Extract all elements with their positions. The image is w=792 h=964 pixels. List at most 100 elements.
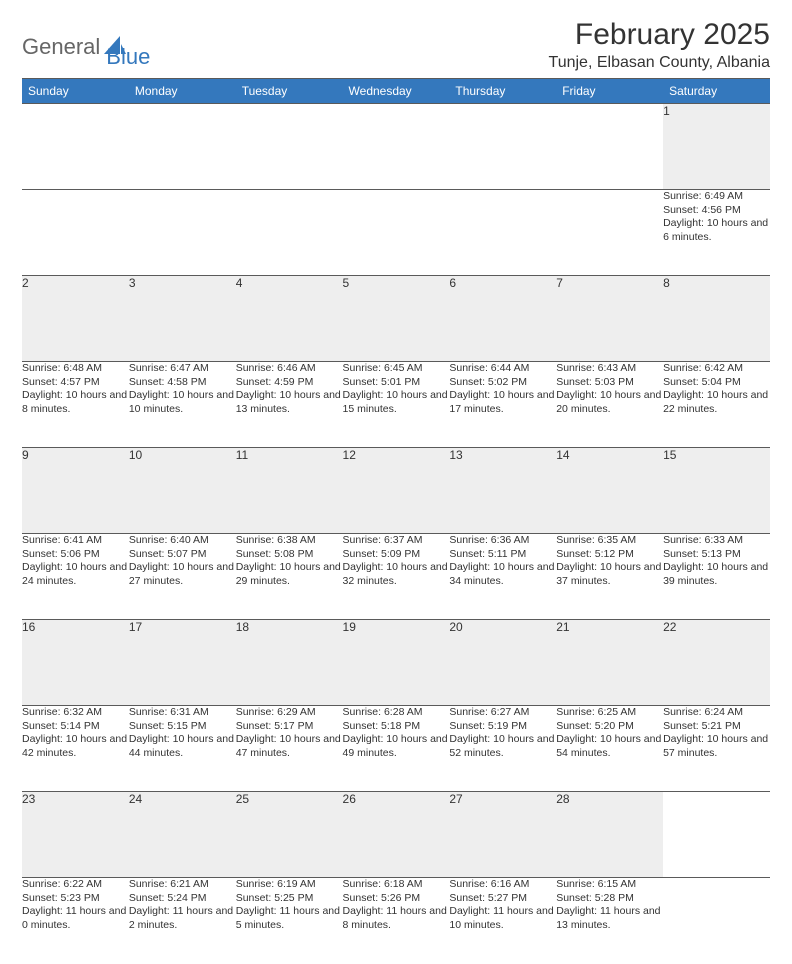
day-content-cell: Sunrise: 6:21 AMSunset: 5:24 PMDaylight:… [129,878,236,964]
day-number-cell: 14 [556,448,663,534]
sunrise-text: Sunrise: 6:31 AM [129,706,236,720]
day-content-cell [449,190,556,276]
day-number-cell: 9 [22,448,129,534]
week-content-row: Sunrise: 6:32 AMSunset: 5:14 PMDaylight:… [22,706,770,792]
day-number-cell: 5 [343,276,450,362]
day-number-cell: 20 [449,620,556,706]
day-number-cell: 26 [343,792,450,878]
daylight-text: Daylight: 10 hours and 54 minutes. [556,733,663,760]
day-content-cell [343,190,450,276]
daylight-text: Daylight: 10 hours and 27 minutes. [129,561,236,588]
week-number-row: 2345678 [22,276,770,362]
week-number-row: 232425262728 [22,792,770,878]
day-content-cell: Sunrise: 6:45 AMSunset: 5:01 PMDaylight:… [343,362,450,448]
day-number-cell: 28 [556,792,663,878]
day-number-cell: 18 [236,620,343,706]
day-number-cell [556,104,663,190]
day-number-cell: 27 [449,792,556,878]
daylight-text: Daylight: 10 hours and 8 minutes. [22,389,129,416]
daylight-text: Daylight: 11 hours and 5 minutes. [236,905,343,932]
daylight-text: Daylight: 11 hours and 10 minutes. [449,905,556,932]
daylight-text: Daylight: 11 hours and 8 minutes. [343,905,450,932]
sunrise-text: Sunrise: 6:25 AM [556,706,663,720]
sunset-text: Sunset: 5:02 PM [449,376,556,390]
day-number-cell: 1 [663,104,770,190]
sunset-text: Sunset: 5:19 PM [449,720,556,734]
day-number-cell: 2 [22,276,129,362]
sunrise-text: Sunrise: 6:48 AM [22,362,129,376]
sunset-text: Sunset: 4:56 PM [663,204,770,218]
day-content-cell: Sunrise: 6:32 AMSunset: 5:14 PMDaylight:… [22,706,129,792]
day-number-cell: 23 [22,792,129,878]
sunset-text: Sunset: 5:07 PM [129,548,236,562]
day-number-cell [663,792,770,878]
day-content-cell: Sunrise: 6:16 AMSunset: 5:27 PMDaylight:… [449,878,556,964]
sunrise-text: Sunrise: 6:47 AM [129,362,236,376]
daylight-text: Daylight: 10 hours and 22 minutes. [663,389,770,416]
day-number-cell: 24 [129,792,236,878]
day-number-cell: 15 [663,448,770,534]
day-number-cell: 10 [129,448,236,534]
day-content-cell: Sunrise: 6:19 AMSunset: 5:25 PMDaylight:… [236,878,343,964]
sunrise-text: Sunrise: 6:27 AM [449,706,556,720]
daylight-text: Daylight: 10 hours and 37 minutes. [556,561,663,588]
day-number-cell [236,104,343,190]
header: General Blue February 2025 Tunje, Elbasa… [22,18,770,72]
day-number-cell: 17 [129,620,236,706]
sunset-text: Sunset: 5:24 PM [129,892,236,906]
weekday-header: Saturday [663,79,770,104]
day-content-cell: Sunrise: 6:38 AMSunset: 5:08 PMDaylight:… [236,534,343,620]
daylight-text: Daylight: 11 hours and 13 minutes. [556,905,663,932]
sunrise-text: Sunrise: 6:19 AM [236,878,343,892]
sunset-text: Sunset: 5:04 PM [663,376,770,390]
sunset-text: Sunset: 5:14 PM [22,720,129,734]
day-content-cell: Sunrise: 6:31 AMSunset: 5:15 PMDaylight:… [129,706,236,792]
sunrise-text: Sunrise: 6:41 AM [22,534,129,548]
day-number-cell: 4 [236,276,343,362]
weekday-header: Friday [556,79,663,104]
day-number-cell: 12 [343,448,450,534]
day-content-cell [129,190,236,276]
day-content-cell: Sunrise: 6:29 AMSunset: 5:17 PMDaylight:… [236,706,343,792]
weekday-header: Thursday [449,79,556,104]
calendar-body: 1 Sunrise: 6:49 AMSunset: 4:56 PMDayligh… [22,104,770,964]
weekday-header: Monday [129,79,236,104]
week-content-row: Sunrise: 6:49 AMSunset: 4:56 PMDaylight:… [22,190,770,276]
daylight-text: Daylight: 10 hours and 34 minutes. [449,561,556,588]
daylight-text: Daylight: 10 hours and 24 minutes. [22,561,129,588]
day-number-cell: 7 [556,276,663,362]
day-number-cell: 16 [22,620,129,706]
sunrise-text: Sunrise: 6:46 AM [236,362,343,376]
sunrise-text: Sunrise: 6:35 AM [556,534,663,548]
sunrise-text: Sunrise: 6:45 AM [343,362,450,376]
day-content-cell: Sunrise: 6:33 AMSunset: 5:13 PMDaylight:… [663,534,770,620]
daylight-text: Daylight: 10 hours and 44 minutes. [129,733,236,760]
week-number-row: 16171819202122 [22,620,770,706]
logo-text-general: General [22,34,100,60]
day-number-cell: 22 [663,620,770,706]
day-content-cell: Sunrise: 6:35 AMSunset: 5:12 PMDaylight:… [556,534,663,620]
daylight-text: Daylight: 11 hours and 2 minutes. [129,905,236,932]
sunset-text: Sunset: 5:28 PM [556,892,663,906]
sunset-text: Sunset: 5:06 PM [22,548,129,562]
sunset-text: Sunset: 5:18 PM [343,720,450,734]
logo: General Blue [22,18,150,70]
day-content-cell [236,190,343,276]
day-content-cell: Sunrise: 6:42 AMSunset: 5:04 PMDaylight:… [663,362,770,448]
day-content-cell: Sunrise: 6:41 AMSunset: 5:06 PMDaylight:… [22,534,129,620]
calendar-table: SundayMondayTuesdayWednesdayThursdayFrid… [22,79,770,964]
daylight-text: Daylight: 10 hours and 32 minutes. [343,561,450,588]
day-content-cell: Sunrise: 6:48 AMSunset: 4:57 PMDaylight:… [22,362,129,448]
daylight-text: Daylight: 10 hours and 29 minutes. [236,561,343,588]
daylight-text: Daylight: 10 hours and 49 minutes. [343,733,450,760]
sunrise-text: Sunrise: 6:32 AM [22,706,129,720]
sunrise-text: Sunrise: 6:44 AM [449,362,556,376]
day-number-cell: 19 [343,620,450,706]
weekday-header: Wednesday [343,79,450,104]
sunset-text: Sunset: 4:58 PM [129,376,236,390]
daylight-text: Daylight: 10 hours and 20 minutes. [556,389,663,416]
day-content-cell: Sunrise: 6:47 AMSunset: 4:58 PMDaylight:… [129,362,236,448]
sunset-text: Sunset: 5:25 PM [236,892,343,906]
week-content-row: Sunrise: 6:41 AMSunset: 5:06 PMDaylight:… [22,534,770,620]
day-content-cell: Sunrise: 6:43 AMSunset: 5:03 PMDaylight:… [556,362,663,448]
